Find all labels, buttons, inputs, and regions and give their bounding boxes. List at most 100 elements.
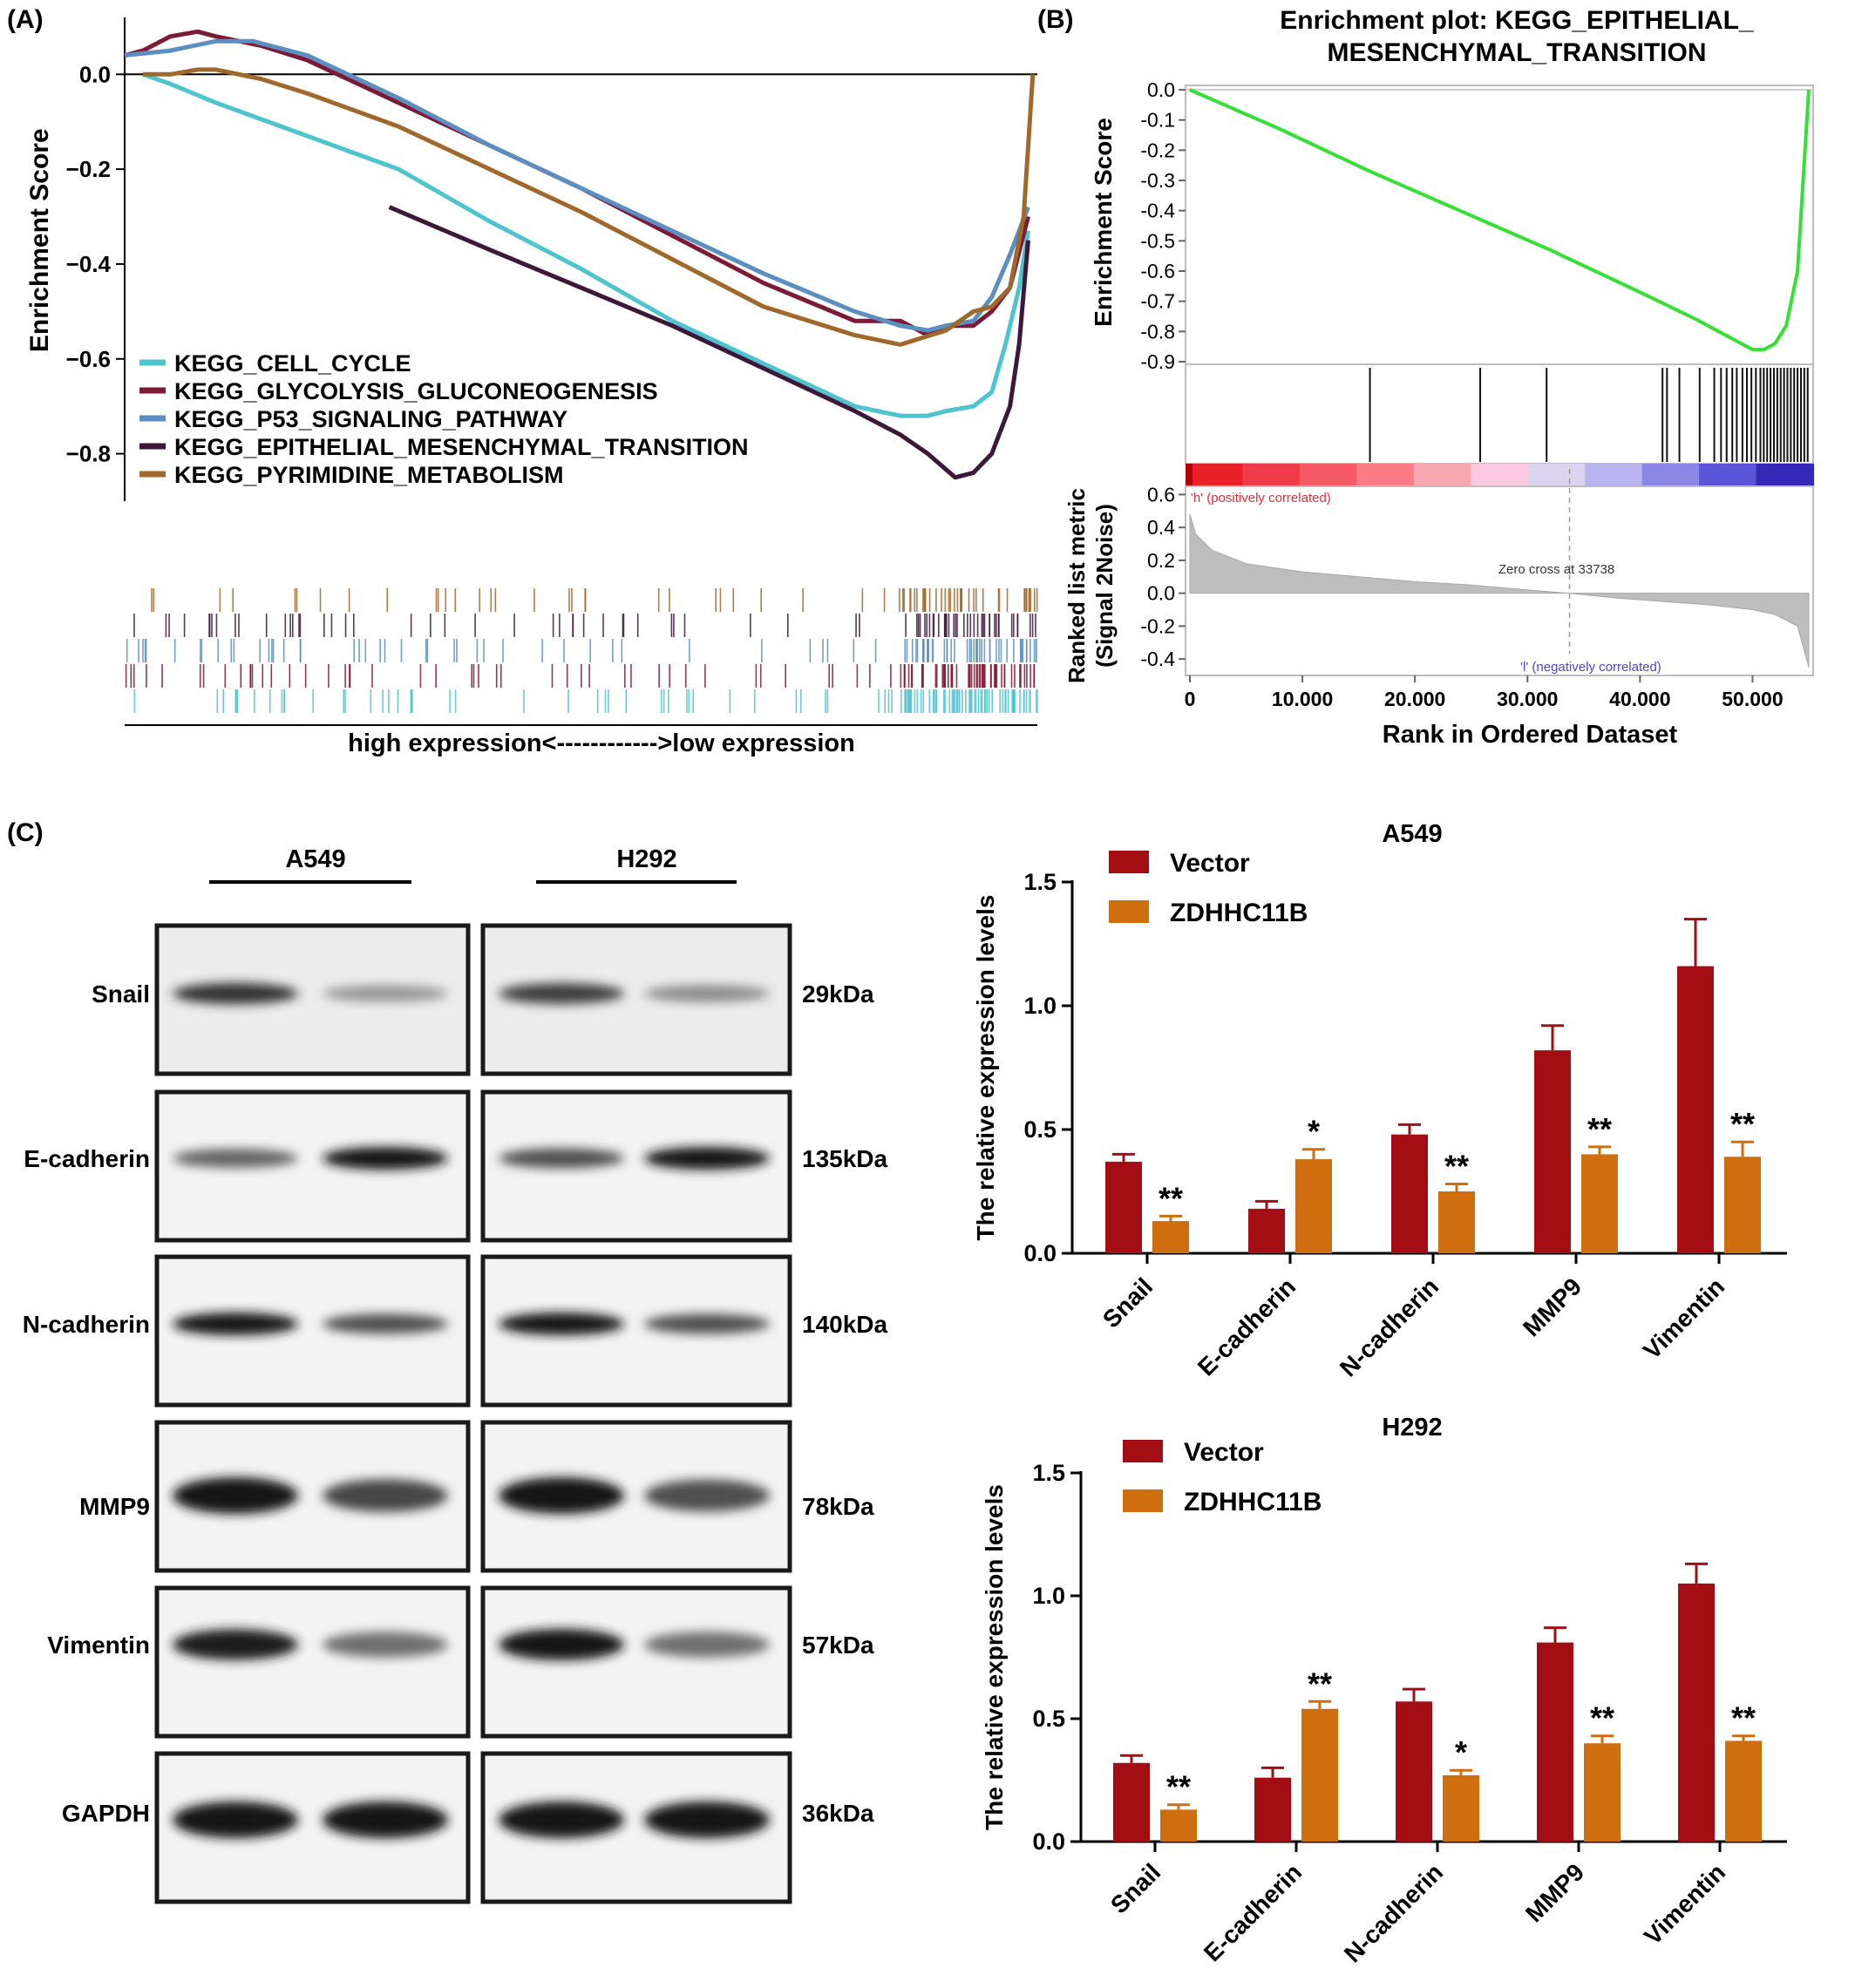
es-y-tick-label: -0.7 [1140,290,1175,313]
bar-chart-title: A549 [1382,820,1442,848]
panel-a-gsea-multi: 0.0 −0.2 −0.4 −0.6 −0.8 Enrichment Score KEGG_… [25,17,1038,757]
blot-band [499,1477,624,1514]
significance-mark: ** [1730,1106,1755,1142]
ranked-x-tick-label: 50.000 [1722,688,1783,710]
blot-band [644,1632,770,1658]
category-label: Vimentin [1638,1272,1729,1364]
blot-band [644,1479,770,1512]
category-label: N-cadherin [1335,1272,1444,1381]
panel-label-a: (A) [7,5,44,34]
blot-band [644,1313,770,1334]
ranked-y-tick-label: -0.2 [1140,614,1175,637]
ranked-x-tick-label: 20.000 [1384,688,1445,710]
bar [1724,1157,1761,1253]
category-label: E-cadherin [1192,1272,1301,1381]
rank-color-segment [1356,464,1415,486]
significance-mark: ** [1166,1769,1191,1805]
rank-color-segment [1186,464,1244,486]
blot-band [173,982,298,1005]
bar-chart-h292: H292 0.0 0.5 1.0 1.5 The relative expression … [981,1414,1787,1968]
significance-mark: ** [1444,1148,1469,1184]
rank-color-start [1186,464,1192,486]
ranked-x-tick-label: 0 [1185,688,1196,710]
es-y-tick-label: -0.9 [1140,350,1175,373]
bar [1105,1161,1142,1253]
blot-band [323,1313,448,1334]
bar [1438,1191,1475,1253]
blot-band [644,1801,770,1838]
bar [1391,1134,1428,1253]
bar [1537,1642,1573,1842]
bar [1248,1208,1285,1253]
y-tick-label: −0.4 [66,251,112,277]
protein-label: E-cadherin [24,1145,150,1172]
series-line-5 [142,67,1036,347]
blot-band [173,1313,298,1335]
es-y-tick-label: -0.5 [1140,229,1175,252]
panel-label-c: (C) [7,818,44,847]
category-label: Snail [1097,1272,1158,1333]
legend-label: Vector [1170,849,1250,878]
kda-label: 36kDa [802,1800,874,1827]
legend-label: ZDHHC11B [1184,1488,1322,1516]
hits-frame [1185,363,1814,465]
kda-label: 29kDa [802,980,874,1008]
zero-cross-label: Zero cross at 33738 [1498,562,1614,577]
bar [1725,1740,1762,1842]
panel-c-western-blot: A549 H292 Snail 29kDa E-cadherin 135kDa N-cadh… [23,845,888,1904]
ranked-x-axis-label: Rank in Ordered Dataset [1383,721,1678,749]
blot-band [173,1629,298,1660]
bar [1254,1777,1291,1842]
y-tick-label: −0.6 [66,346,111,372]
y-tick-label: 0.0 [79,61,111,87]
neg-correlated-label: 'l' (negatively correlated) [1520,660,1661,675]
bar [1584,1743,1621,1842]
blot-box [154,1585,471,1739]
blot-box [480,1585,792,1739]
rank-color-segment [1242,464,1301,486]
category-label: MMP9 [1518,1272,1587,1341]
x-axis-label: high expression<------------>low express… [348,729,855,757]
category-label: Snail [1105,1858,1165,1918]
bar [1160,1809,1197,1842]
kda-label: 140kDa [802,1311,888,1338]
category-label: MMP9 [1520,1858,1589,1927]
legend-label: KEGG_PYRIMIDINE_METABOLISM [174,462,564,488]
blot-band [323,1147,448,1170]
ranked-frame [1185,485,1814,676]
category-label: N-cadherin [1339,1858,1448,1967]
bar [1301,1708,1338,1842]
y-tick-label: −0.8 [66,441,111,467]
bar-chart-title: H292 [1382,1414,1442,1442]
blot-band [323,1801,448,1838]
legend-swatch [1109,851,1149,873]
rank-color-segment [1299,464,1358,486]
category-label: Vimentin [1639,1858,1730,1950]
rank-color-segment [1756,464,1814,486]
kda-label: 78kDa [802,1493,874,1520]
ranked-x-tick-label: 30.000 [1497,688,1558,710]
bar [1534,1050,1571,1253]
bar [1295,1159,1332,1253]
es-y-tick-label: -0.4 [1140,200,1175,222]
y-axis-label: The relative expression levels [972,895,999,1241]
blot-band [644,985,770,1002]
y-tick-label: 0.5 [1032,1706,1065,1732]
title-line: MESENCHYMAL_TRANSITION [1327,38,1706,67]
title-line: Enrichment plot: KEGG_EPITHELIAL_ [1280,6,1754,35]
kda-label: 57kDa [802,1632,874,1659]
bar [1396,1701,1432,1842]
ranked-y-tick-label: 0.0 [1147,582,1175,605]
pos-correlated-label: 'h' (positively correlated) [1191,491,1331,505]
protein-label: Snail [92,980,150,1008]
y-tick-label: 0.0 [1032,1829,1065,1855]
rank-color-segment [1471,464,1529,486]
ranked-x-tick-label: 40.000 [1609,688,1670,710]
blot-band [499,983,624,1004]
y-tick-label: 1.0 [1023,993,1057,1019]
cell-line-label: A549 [285,845,345,873]
ranked-y-tick-label: 0.2 [1147,549,1175,572]
legend-swatch [1123,1440,1163,1462]
protein-label: N-cadherin [23,1311,150,1338]
panel-b-gsea-emt: Enrichment plot: KEGG_EPITHELIAL_ MESENCH… [1063,6,1814,749]
